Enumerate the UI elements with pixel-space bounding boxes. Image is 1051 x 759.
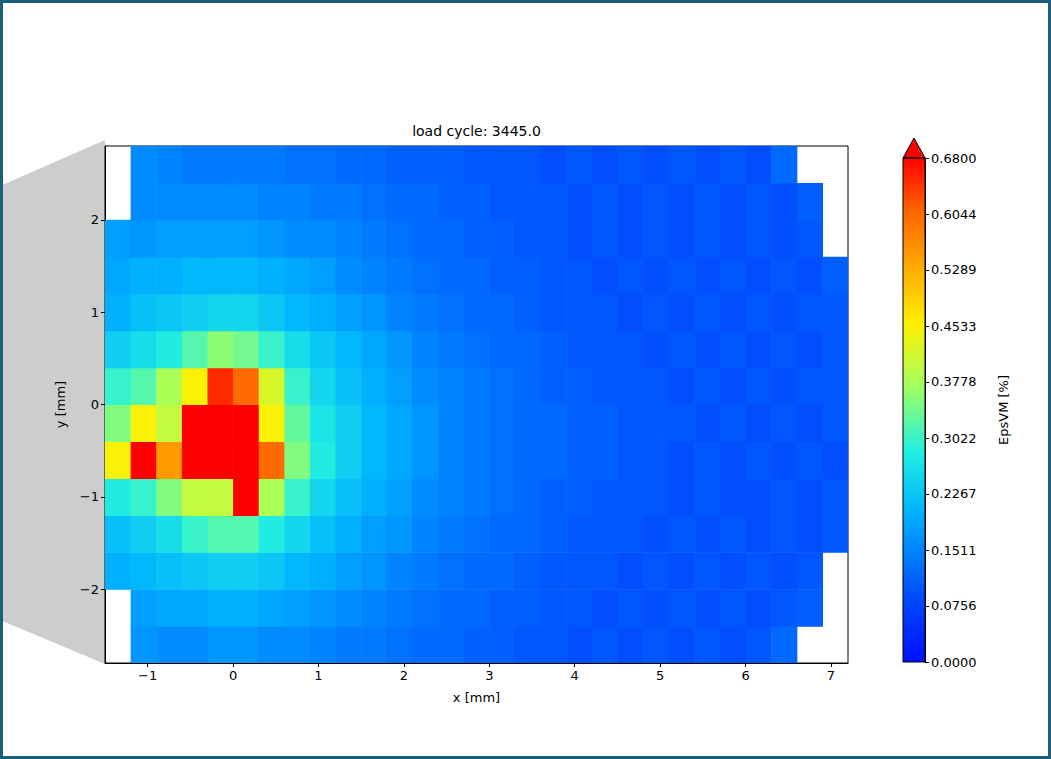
- svg-text:0.5289: 0.5289: [931, 262, 977, 277]
- svg-text:5: 5: [656, 668, 664, 683]
- svg-text:x [mm]: x [mm]: [453, 690, 500, 705]
- svg-text:0.3778: 0.3778: [931, 374, 977, 389]
- svg-text:0.2267: 0.2267: [931, 486, 977, 501]
- svg-text:1: 1: [314, 668, 322, 683]
- svg-text:0.0756: 0.0756: [931, 598, 977, 613]
- svg-text:−1: −1: [138, 668, 157, 683]
- svg-text:−1: −1: [80, 489, 99, 504]
- svg-text:0.3022: 0.3022: [931, 431, 977, 446]
- svg-text:0.4533: 0.4533: [931, 319, 977, 334]
- svg-text:4: 4: [571, 668, 579, 683]
- svg-text:1: 1: [91, 305, 99, 320]
- svg-text:0.6800: 0.6800: [931, 151, 977, 166]
- svg-text:0: 0: [91, 397, 99, 412]
- svg-text:7: 7: [827, 668, 835, 683]
- svg-text:0.0000: 0.0000: [931, 655, 977, 670]
- svg-text:0: 0: [229, 668, 237, 683]
- svg-text:load cycle: 3445.0: load cycle: 3445.0: [412, 123, 541, 139]
- svg-text:−2: −2: [80, 582, 99, 597]
- svg-text:6: 6: [741, 668, 749, 683]
- svg-text:3: 3: [485, 668, 493, 683]
- svg-text:2: 2: [400, 668, 408, 683]
- svg-text:2: 2: [91, 212, 99, 227]
- svg-text:y [mm]: y [mm]: [53, 381, 68, 428]
- svg-text:0.1511: 0.1511: [931, 543, 977, 558]
- svg-text:EpsVM [%]: EpsVM [%]: [996, 375, 1011, 445]
- svg-text:0.6044: 0.6044: [931, 207, 977, 222]
